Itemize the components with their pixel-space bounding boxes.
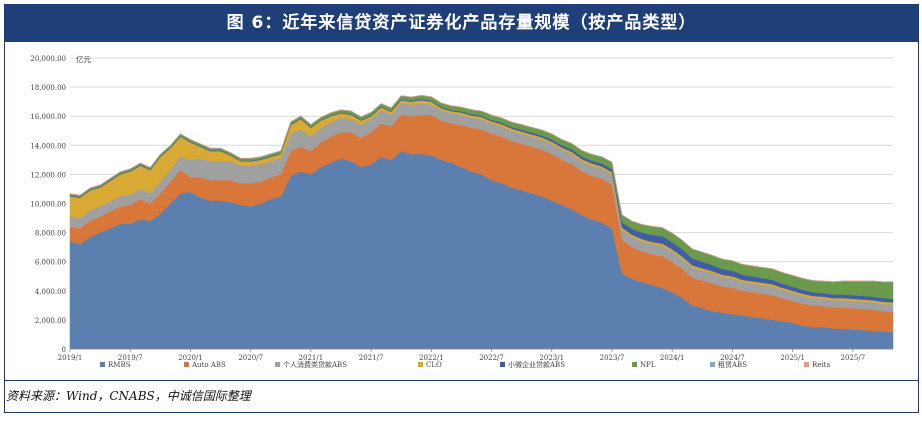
legend-swatch-4 <box>500 362 505 367</box>
chart-area: 0 2,000.00 4,000.00 6,000.00 8,000.00 10,000.… <box>4 44 919 378</box>
x-tick-label: 2024/1 <box>660 354 685 362</box>
y-tick-label: 8,000.00 <box>35 230 66 238</box>
chart-title: 图 6：近年来信贷资产证券化产品存量规模（按产品类型） <box>226 13 697 33</box>
x-tick-label: 2021/7 <box>359 354 384 362</box>
legend-label-3: CLO <box>426 361 442 369</box>
x-tick-label: 2023/7 <box>600 354 625 362</box>
x-tick-label: 2024/7 <box>720 354 745 362</box>
x-tick-label: 2020/7 <box>238 354 263 362</box>
source-divider <box>4 380 919 381</box>
y-tick-label: 2,000.00 <box>35 317 66 325</box>
x-tick-label: 2022/7 <box>479 354 504 362</box>
legend-swatch-0 <box>100 362 105 367</box>
x-tick-label: 2019/7 <box>118 354 143 362</box>
legend-swatch-3 <box>418 362 423 367</box>
x-tick-label: 2025/7 <box>841 354 866 362</box>
x-tick-label: 2021/1 <box>299 354 324 362</box>
y-unit-label: 亿元 <box>76 54 91 64</box>
legend-swatch-5 <box>632 362 637 367</box>
y-tick-label: 16,000.00 <box>30 113 66 121</box>
x-tick-label: 2020/1 <box>178 354 203 362</box>
legend-label-1: Auto ABS <box>191 361 226 369</box>
legend-label-6: 租赁ABS <box>718 360 747 369</box>
legend-swatch-1 <box>184 362 189 367</box>
y-tick-label: 18,000.00 <box>30 84 66 92</box>
legend-swatch-7 <box>804 362 809 367</box>
legend-swatch-6 <box>710 362 715 367</box>
stacked-area-chart: 0 2,000.00 4,000.00 6,000.00 8,000.00 10,000.… <box>30 54 894 369</box>
legend-label-5: NPL <box>640 361 656 369</box>
area-series-7 <box>69 94 894 283</box>
y-tick-label: 0 <box>62 346 66 354</box>
legend-label-4: 小微企业贷款ABS <box>508 360 565 369</box>
legend-swatch-2 <box>275 362 280 367</box>
title-bar: 图 6：近年来信贷资产证券化产品存量规模（按产品类型） <box>4 4 919 42</box>
x-tick-label: 2019/1 <box>58 354 83 362</box>
y-tick-label: 14,000.00 <box>30 142 66 150</box>
source-note: 资料来源：Wind，CNABS，中诚信国际整理 <box>6 389 251 403</box>
x-tick-label: 2023/1 <box>539 354 564 362</box>
x-tick-label: 2025/1 <box>780 354 805 362</box>
x-tick-label: 2022/1 <box>419 354 444 362</box>
y-tick-label: 6,000.00 <box>35 259 66 267</box>
legend-label-7: Reits <box>812 361 830 369</box>
legend-label-2: 个人消费类贷款ABS <box>283 360 347 369</box>
y-tick-label: 12,000.00 <box>30 171 66 179</box>
y-tick-label: 10,000.00 <box>30 201 66 209</box>
y-tick-label: 20,000.00 <box>30 55 66 63</box>
legend-label-0: RMBS <box>108 361 131 369</box>
y-tick-label: 4,000.00 <box>35 288 66 296</box>
